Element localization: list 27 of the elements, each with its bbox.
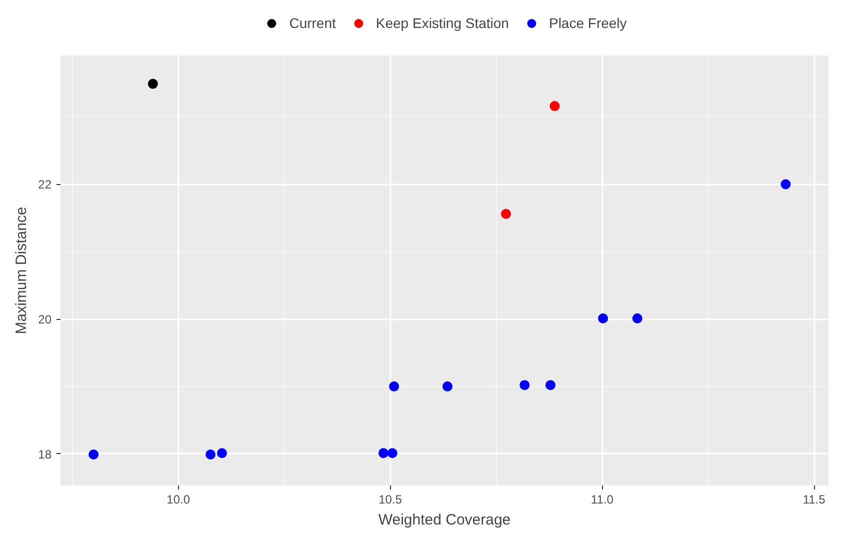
point (442, 381, 452, 392)
point (389, 381, 400, 392)
point (545, 380, 556, 390)
point (780, 179, 791, 190)
x-tick-label: 11.0 (590, 492, 614, 506)
x-tick-label: 10.0 (166, 492, 190, 506)
point (632, 313, 642, 324)
point (148, 78, 158, 89)
point (520, 380, 530, 390)
point (88, 450, 99, 460)
y-axis-title: Maximum Distance (13, 206, 30, 334)
point (206, 450, 216, 460)
y-tick-label: 22 (38, 178, 52, 192)
legend-label: Place Freely (548, 14, 627, 30)
y-tick-label: 18 (38, 447, 52, 462)
point (387, 448, 398, 458)
x-tick-label: 11.5 (802, 492, 826, 506)
y-tick-label: 20 (38, 312, 52, 327)
point (598, 313, 608, 324)
legend-label: Keep Existing Station (376, 14, 509, 30)
legend-label: Current (289, 14, 336, 30)
x-tick-label: 10.5 (378, 492, 402, 506)
point (500, 208, 511, 219)
point (216, 448, 227, 458)
point (550, 101, 560, 112)
x-axis-title: Weighted Coverage (378, 512, 511, 528)
point (378, 448, 388, 458)
